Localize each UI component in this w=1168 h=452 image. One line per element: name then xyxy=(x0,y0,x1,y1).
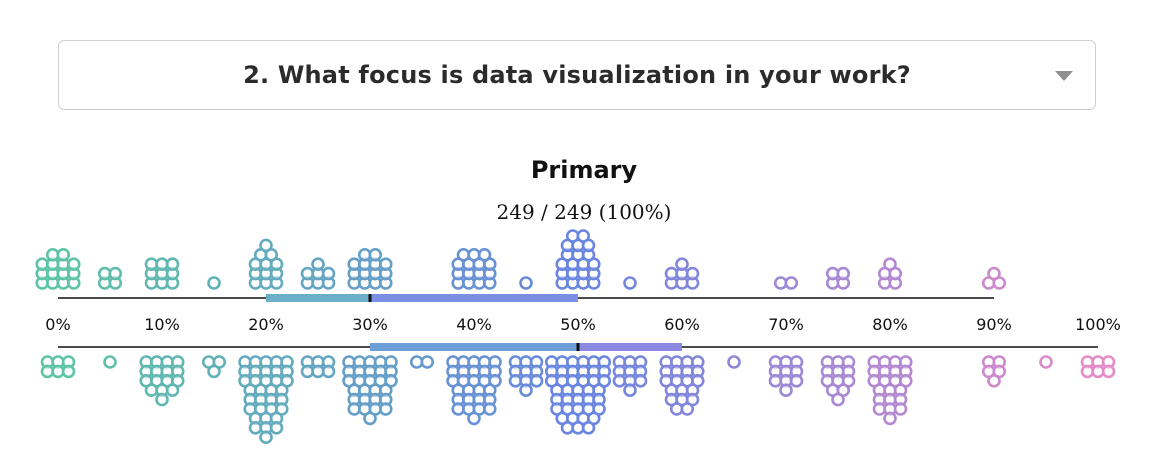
bottom-point xyxy=(893,402,908,416)
bottom-point xyxy=(378,402,393,416)
top-point xyxy=(207,276,221,290)
top-point xyxy=(576,229,591,243)
top-point xyxy=(987,266,1001,281)
chart-subtitle: 249 / 249 (100%) xyxy=(496,200,672,224)
top-point xyxy=(108,266,123,281)
question-text: 2. What focus is data visualization in y… xyxy=(243,61,911,89)
bottom-point xyxy=(831,392,845,407)
bottom-point xyxy=(155,392,169,407)
bottom-point xyxy=(680,402,695,416)
bottom-point xyxy=(269,420,284,435)
x-tick-label: 100% xyxy=(1075,315,1121,334)
x-tick-label: 50% xyxy=(560,315,596,334)
x-tick-label: 0% xyxy=(45,315,70,334)
bottom-point xyxy=(789,373,804,388)
bottom-point xyxy=(1039,355,1053,369)
bottom-point xyxy=(581,420,596,435)
bottom-point xyxy=(467,411,481,426)
top-point xyxy=(66,257,81,272)
top-point xyxy=(883,257,897,272)
bottom-point xyxy=(103,355,117,369)
bottom-point xyxy=(1101,364,1116,379)
bottom-point xyxy=(259,430,273,445)
bottom-point xyxy=(779,383,793,398)
x-tick-label: 80% xyxy=(872,315,908,334)
bottom-point xyxy=(519,383,533,398)
chevron-down-icon[interactable] xyxy=(1055,71,1073,81)
x-tick-label: 90% xyxy=(976,315,1012,334)
bottom-median-mark xyxy=(576,343,580,351)
x-tick-label: 30% xyxy=(352,315,388,334)
top-point xyxy=(836,266,851,281)
top-iqr-upper xyxy=(370,294,578,302)
top-point xyxy=(675,257,689,272)
x-tick-label: 60% xyxy=(664,315,700,334)
top-point xyxy=(165,257,180,272)
bottom-point xyxy=(883,411,897,426)
bottom-point xyxy=(529,373,544,388)
top-point xyxy=(623,276,637,290)
bottom-iqr-upper xyxy=(578,343,682,351)
bottom-point xyxy=(623,383,637,398)
top-point xyxy=(519,276,533,290)
bottom-point xyxy=(987,373,1001,388)
bottom-point xyxy=(165,383,180,398)
bottom-iqr-lower xyxy=(370,343,578,351)
x-tick-label: 20% xyxy=(248,315,284,334)
question-dropdown[interactable]: 2. What focus is data visualization in y… xyxy=(58,40,1096,110)
top-point xyxy=(311,257,325,272)
top-point xyxy=(378,257,393,272)
bottom-point xyxy=(633,373,648,388)
top-point xyxy=(321,266,336,281)
top-point xyxy=(477,248,492,262)
top-point xyxy=(368,248,383,262)
top-point xyxy=(56,248,71,262)
x-tick-label: 40% xyxy=(456,315,492,334)
top-iqr-lower xyxy=(266,294,370,302)
bottom-point xyxy=(61,364,76,379)
bottom-point xyxy=(727,355,741,369)
x-tick-label: 10% xyxy=(144,315,180,334)
bottom-point xyxy=(482,402,497,416)
bottom-point xyxy=(207,364,221,379)
top-point xyxy=(259,238,273,253)
top-point xyxy=(685,266,700,281)
bottom-point xyxy=(321,364,336,379)
chart-title: Primary xyxy=(530,156,638,184)
top-median-mark xyxy=(368,294,372,302)
x-tick-label: 70% xyxy=(768,315,804,334)
top-point xyxy=(784,276,799,290)
bottom-point xyxy=(420,355,435,369)
bottom-point xyxy=(363,411,377,426)
